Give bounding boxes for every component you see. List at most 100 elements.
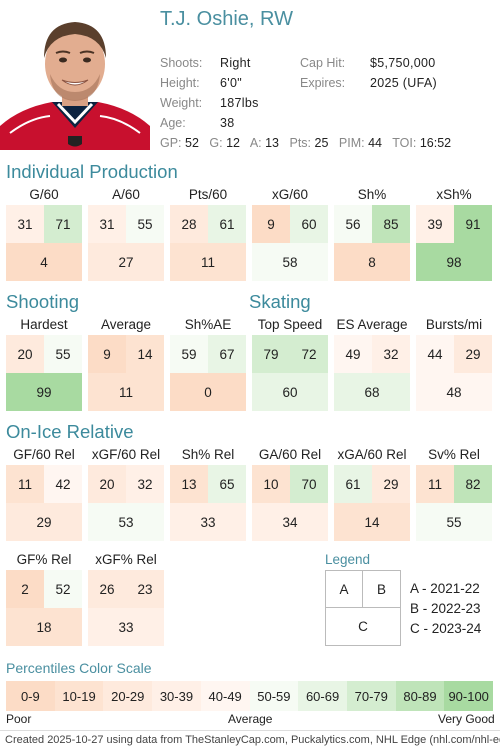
legend-cell-b: B [363, 571, 400, 608]
expires-label: Expires: [300, 76, 346, 90]
stat-label: Average [100, 317, 152, 332]
stat-label: xGA/60 Rel [337, 447, 407, 462]
season-a-percentile: 61 [334, 465, 372, 503]
season-b-percentile: 67 [208, 335, 246, 373]
season-a-percentile: 2 [6, 570, 44, 608]
scale-bucket: 50-59 [249, 681, 299, 711]
season-a-percentile: 44 [416, 335, 454, 373]
season-c-percentile: 98 [416, 243, 492, 281]
season-c-percentile: 34 [252, 503, 328, 541]
stat-label: ES Average [336, 317, 408, 332]
height-value: 6'0" [220, 76, 242, 90]
stat-label: xSh% [436, 187, 472, 202]
stat-label: xG/60 [271, 187, 309, 202]
season-b-percentile: 29 [372, 465, 410, 503]
footer-credits: Created 2025-10-27 using data from TheSt… [5, 734, 500, 746]
scale-bucket: 10-19 [54, 681, 104, 711]
height-label: Height: [160, 76, 200, 90]
season-c-percentile: 53 [88, 503, 164, 541]
season-a-percentile: 56 [334, 205, 372, 243]
season-b-percentile: 72 [290, 335, 328, 373]
season-c-percentile: 4 [6, 243, 82, 281]
stat-label: GF% Rel [16, 552, 72, 567]
color-scale: 0-9 10-19 20-29 30-39 40-49 50-59 60-69 70-79 80… [6, 681, 494, 711]
season-a-percentile: 31 [88, 205, 126, 243]
stat-label: GA/60 Rel [258, 447, 322, 462]
age-label: Age: [160, 116, 186, 130]
section-title-shooting: Shooting [6, 291, 80, 312]
legend-line-a: A - 2021-22 [410, 581, 480, 596]
season-b-percentile: 91 [454, 205, 492, 243]
stat-label: G/60 [29, 187, 59, 202]
season-b-percentile: 82 [454, 465, 492, 503]
season-b-percentile: 42 [44, 465, 82, 503]
season-b-percentile: 70 [290, 465, 328, 503]
assists-value: 13 [265, 136, 280, 150]
section-title-on-ice-relative: On-Ice Relative [6, 421, 134, 442]
stat-label: Bursts/mi [425, 317, 483, 332]
weight-value: 187lbs [220, 96, 259, 110]
stat-label: Sh% Rel [181, 447, 235, 462]
scale-very-good-label: Very Good [438, 712, 495, 726]
season-b-percentile: 71 [44, 205, 82, 243]
stat-label: Pts/60 [188, 187, 228, 202]
expires-value: 2025 (UFA) [370, 76, 437, 90]
season-c-percentile: 33 [170, 503, 246, 541]
season-c-percentile: 27 [88, 243, 164, 281]
season-c-percentile: 14 [334, 503, 410, 541]
stat-label: GF/60 Rel [13, 447, 75, 462]
section-title-individual-production: Individual Production [6, 161, 178, 182]
toi-label: TOI: [392, 136, 417, 150]
section-title-skating: Skating [249, 291, 311, 312]
season-a-percentile: 79 [252, 335, 290, 373]
season-b-percentile: 32 [126, 465, 164, 503]
stat-label: A/60 [112, 187, 140, 202]
season-a-percentile: 13 [170, 465, 208, 503]
season-a-percentile: 39 [416, 205, 454, 243]
season-c-percentile: 8 [334, 243, 410, 281]
season-b-percentile: 60 [290, 205, 328, 243]
player-headshot-image [0, 8, 150, 150]
scale-bucket: 60-69 [298, 681, 347, 711]
season-b-percentile: 23 [126, 570, 164, 608]
legend-line-c: C - 2023-24 [410, 621, 482, 636]
season-c-percentile: 29 [6, 503, 82, 541]
season-c-percentile: 48 [416, 373, 492, 411]
season-b-percentile: 55 [126, 205, 164, 243]
scale-bucket: 0-9 [6, 681, 55, 711]
scale-bucket: 90-100 [444, 681, 494, 711]
stat-label: Sh% [357, 187, 387, 202]
scale-bucket: 70-79 [346, 681, 396, 711]
season-a-percentile: 28 [170, 205, 208, 243]
weight-label: Weight: [160, 96, 203, 110]
footer-divider [0, 730, 500, 731]
season-b-percentile: 85 [372, 205, 410, 243]
season-b-percentile: 65 [208, 465, 246, 503]
points-value: 25 [314, 136, 329, 150]
season-b-percentile: 61 [208, 205, 246, 243]
age-value: 38 [220, 116, 235, 130]
season-a-percentile: 59 [170, 335, 208, 373]
season-a-percentile: 10 [252, 465, 290, 503]
toi-value: 16:52 [419, 136, 452, 150]
season-a-percentile: 49 [334, 335, 372, 373]
scale-bucket: 20-29 [103, 681, 153, 711]
season-c-percentile: 11 [170, 243, 246, 281]
stat-label: xGF% Rel [95, 552, 157, 567]
season-b-percentile: 29 [454, 335, 492, 373]
season-b-percentile: 52 [44, 570, 82, 608]
legend-box: A B C [325, 570, 401, 646]
pim-label: PIM: [338, 136, 365, 150]
season-b-percentile: 14 [126, 335, 164, 373]
season-a-percentile: 20 [88, 465, 126, 503]
scale-bucket: 40-49 [200, 681, 250, 711]
stat-label: Hardest [20, 317, 68, 332]
player-header: T.J. Oshie, RW Shoots: Right Height: 6'0… [0, 0, 500, 150]
legend-line-b: B - 2022-23 [410, 601, 481, 616]
season-c-percentile: 68 [334, 373, 410, 411]
scale-average-label: Average [228, 712, 273, 726]
cap-hit-label: Cap Hit: [300, 56, 346, 70]
shoots-label: Shoots: [160, 56, 203, 70]
scale-bucket: 30-39 [152, 681, 201, 711]
season-c-percentile: 18 [6, 608, 82, 646]
